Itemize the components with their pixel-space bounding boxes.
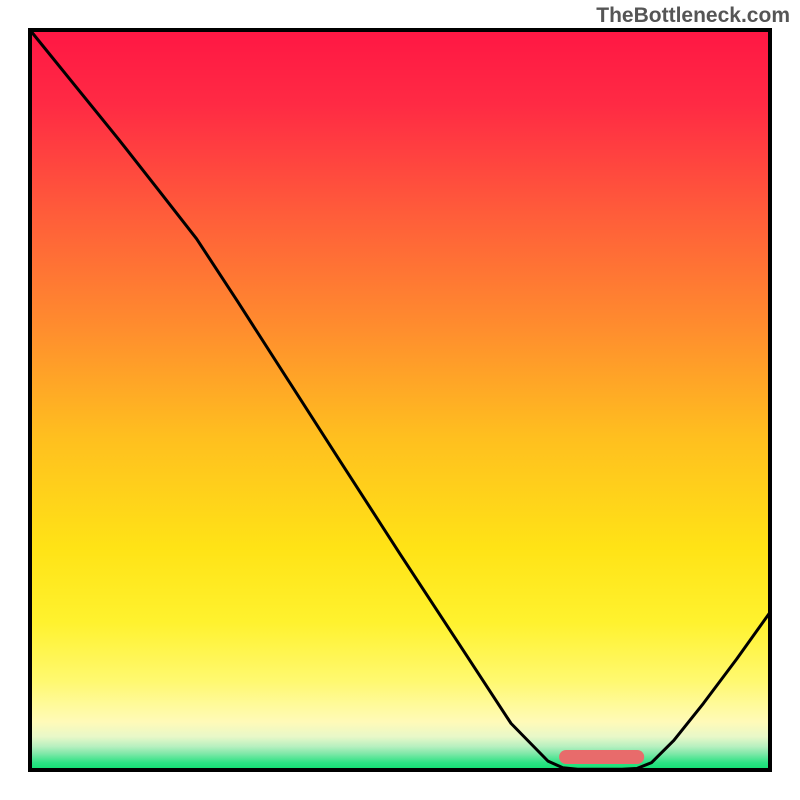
watermark-text: TheBottleneck.com — [596, 4, 790, 28]
optimal-range-marker — [559, 750, 644, 764]
chart-container: TheBottleneck.com — [0, 0, 800, 800]
plot-background — [30, 30, 770, 770]
bottleneck-chart — [0, 0, 800, 800]
